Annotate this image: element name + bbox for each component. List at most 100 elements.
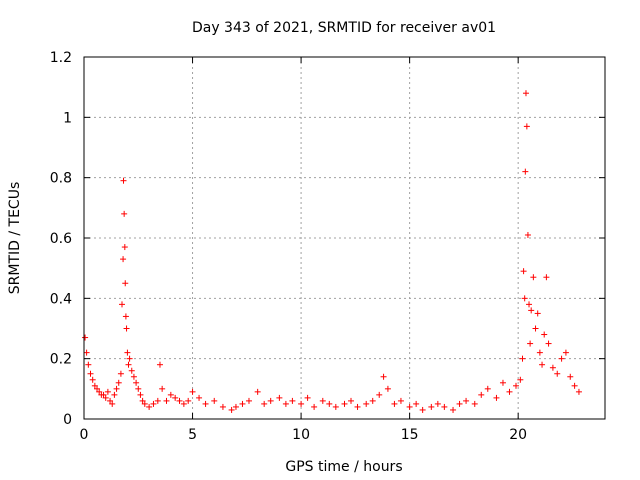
- y-tick-label-2: 0.4: [50, 291, 72, 307]
- data-point-61: [289, 397, 296, 404]
- data-point-84: [450, 406, 457, 413]
- data-point-117: [567, 373, 574, 380]
- data-point-81: [428, 403, 435, 410]
- data-point-46: [185, 397, 192, 404]
- data-point-66: [326, 400, 333, 407]
- data-point-25: [123, 325, 130, 332]
- data-point-112: [545, 340, 552, 347]
- data-point-2: [85, 361, 92, 368]
- data-point-114: [554, 370, 561, 377]
- data-point-27: [125, 361, 132, 368]
- data-point-67: [332, 403, 339, 410]
- chart-title: Day 343 of 2021, SRMTID for receiver av0…: [192, 20, 496, 36]
- data-point-35: [141, 400, 148, 407]
- x-tick-labels: 0 5 10 15 20: [80, 427, 528, 443]
- data-point-13: [109, 400, 116, 407]
- data-point-34: [139, 397, 146, 404]
- data-point-101: [524, 231, 531, 238]
- y-tick-label-0: 0: [63, 412, 72, 428]
- data-point-100: [523, 123, 530, 130]
- data-point-6: [94, 385, 101, 392]
- data-point-47: [189, 388, 196, 395]
- data-point-116: [562, 349, 569, 356]
- data-point-33: [137, 391, 144, 398]
- grid-lines: [84, 57, 605, 419]
- data-point-52: [228, 406, 235, 413]
- data-point-40: [159, 385, 166, 392]
- data-point-104: [528, 307, 535, 314]
- y-tick-label-6: 1.2: [50, 50, 72, 66]
- data-point-9: [100, 391, 107, 398]
- data-point-37: [150, 400, 157, 407]
- data-point-31: [133, 379, 140, 386]
- data-point-96: [520, 268, 527, 275]
- y-tick-label-5: 1: [63, 110, 72, 126]
- data-point-113: [549, 364, 556, 371]
- data-point-38: [154, 397, 161, 404]
- data-point-17: [117, 370, 124, 377]
- data-point-78: [406, 403, 413, 410]
- data-point-82: [434, 400, 441, 407]
- data-point-58: [267, 397, 274, 404]
- data-point-79: [413, 400, 420, 407]
- data-point-28: [126, 355, 133, 362]
- data-point-42: [167, 391, 174, 398]
- data-point-57: [261, 400, 268, 407]
- data-point-4: [89, 376, 96, 383]
- data-point-43: [172, 394, 179, 401]
- data-point-119: [575, 388, 582, 395]
- data-point-72: [369, 397, 376, 404]
- data-point-48: [196, 394, 203, 401]
- data-point-69: [348, 397, 355, 404]
- data-point-21: [121, 210, 128, 217]
- data-point-95: [519, 355, 526, 362]
- x-tick-label-0: 0: [80, 427, 89, 443]
- y-tick-labels: 0 0.2 0.4 0.6 0.8 1 1.2: [50, 50, 72, 428]
- data-point-70: [354, 403, 361, 410]
- data-point-80: [419, 406, 426, 413]
- y-tick-label-1: 0.2: [50, 352, 72, 368]
- data-point-50: [211, 397, 218, 404]
- data-point-20: [120, 177, 127, 184]
- data-point-90: [493, 394, 500, 401]
- data-point-83: [441, 403, 448, 410]
- x-tick-label-2: 10: [292, 427, 310, 443]
- data-point-107: [534, 310, 541, 317]
- data-point-53: [232, 403, 239, 410]
- data-point-103: [527, 340, 534, 347]
- data-point-97: [521, 295, 528, 302]
- data-point-111: [543, 274, 550, 281]
- data-point-74: [380, 373, 387, 380]
- data-point-99: [522, 90, 529, 97]
- data-point-77: [397, 397, 404, 404]
- data-point-51: [219, 403, 226, 410]
- data-point-16: [115, 379, 122, 386]
- data-point-24: [122, 313, 129, 320]
- data-point-7: [96, 388, 103, 395]
- data-point-92: [506, 388, 513, 395]
- data-point-5: [91, 382, 98, 389]
- data-point-26: [124, 349, 131, 356]
- data-point-10: [102, 394, 109, 401]
- axis-ticks: [83, 56, 605, 420]
- data-point-3: [87, 370, 94, 377]
- data-point-108: [536, 349, 543, 356]
- data-point-23: [122, 280, 129, 287]
- data-point-44: [176, 397, 183, 404]
- data-point-105: [530, 274, 537, 281]
- data-point-59: [276, 394, 283, 401]
- data-point-98: [522, 168, 529, 175]
- data-point-22: [121, 244, 128, 251]
- data-point-76: [391, 400, 398, 407]
- data-point-30: [130, 373, 137, 380]
- data-point-89: [484, 385, 491, 392]
- data-point-93: [512, 382, 519, 389]
- data-point-88: [478, 391, 485, 398]
- data-point-109: [539, 361, 546, 368]
- y-tick-label-3: 0.6: [50, 231, 72, 247]
- data-point-18: [118, 301, 125, 308]
- data-point-73: [376, 391, 383, 398]
- y-axis-label: SRMTID / TECUs: [7, 182, 23, 295]
- data-point-39: [156, 361, 163, 368]
